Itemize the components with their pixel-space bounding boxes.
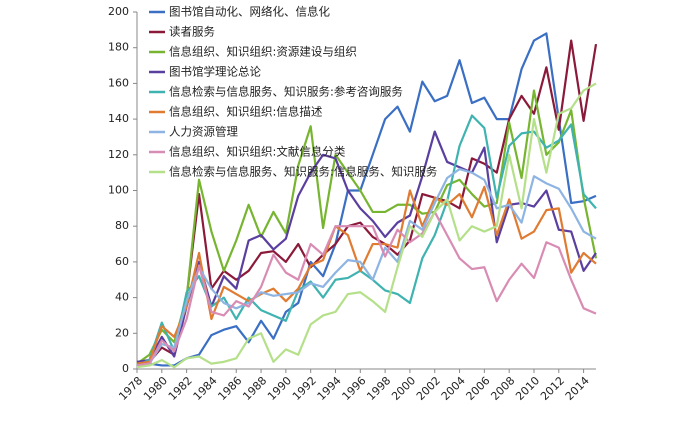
series-line [136,185,597,365]
x-tick-label: 1980 [141,374,170,403]
series-line [136,32,597,367]
series-line [136,210,597,367]
x-tick-label: 1986 [215,374,244,403]
x-tick-label: 1994 [315,374,344,403]
y-tick-label: 200 [108,5,129,18]
x-tick-label: 2004 [439,374,468,403]
y-tick-label: 80 [115,219,129,232]
series-line [136,167,597,367]
x-tick-label: 2000 [389,374,418,403]
y-tick-label: 60 [115,255,129,268]
x-tick-label: 1978 [116,374,145,403]
legend-label: 图书馆学理论总论 [169,65,261,79]
series-line [136,114,597,367]
x-tick-label: 1990 [265,374,294,403]
series-line [136,89,598,365]
y-tick-label: 100 [108,184,129,197]
y-tick-label: 120 [108,148,129,161]
x-tick-label: 2008 [488,374,517,403]
y-tick-label: 0 [122,362,129,375]
legend-label: 信息检索与信息服务、知识服务:参考咨询服务 [169,85,403,99]
x-tick-label: 2002 [414,374,443,403]
y-tick-label: 160 [108,76,129,89]
y-tick-label: 180 [108,41,129,54]
x-tick-label: 1982 [166,374,195,403]
x-tick-label: 1998 [364,374,393,403]
legend-label: 信息组织、知识组织:信息描述 [169,105,323,119]
x-tick-label: 2012 [538,374,567,403]
x-tick-label: 1984 [191,374,220,403]
legend-label: 信息组织、知识组织:文献信息分类 [169,145,346,159]
x-tick-label: 1996 [340,374,369,403]
series-line [136,82,597,369]
legend-label: 图书馆自动化、网络化、信息化 [169,5,330,19]
x-tick-label: 2006 [464,374,493,403]
legend-label: 信息检索与信息服务、知识服务:信息服务、知识服务 [169,165,438,179]
x-tick-label: 1992 [290,374,319,403]
series-line [136,39,598,367]
x-tick-label: 2014 [563,374,592,403]
x-tick-label: 1988 [240,374,269,403]
x-tick-label: 2010 [513,374,542,403]
y-tick-label: 20 [115,326,129,339]
legend-label: 信息组织、知识组织:资源建设与组织 [169,45,357,59]
y-tick-label: 140 [108,112,129,125]
legend-label: 人力资源管理 [169,125,238,139]
y-tick-label: 40 [115,291,129,304]
legend-label: 读者服务 [169,25,215,39]
